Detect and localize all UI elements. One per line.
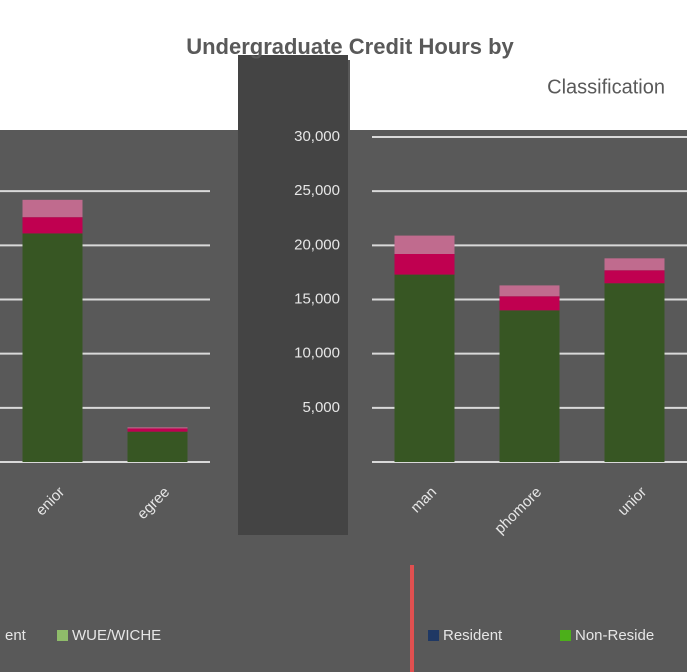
bar-segment bbox=[22, 199, 83, 218]
y-tick-label: 30,000 bbox=[294, 128, 340, 145]
glitch-band bbox=[238, 55, 348, 535]
y-tick-label: 20,000 bbox=[294, 236, 340, 253]
glitch-line bbox=[410, 565, 414, 672]
bar-segment bbox=[127, 431, 188, 462]
bar-segment bbox=[127, 428, 188, 432]
bar-segment bbox=[604, 283, 665, 462]
legend-label: ent bbox=[5, 627, 27, 644]
y-tick-label: 25,000 bbox=[294, 182, 340, 199]
chart-title: Classification bbox=[547, 76, 665, 98]
bar-segment bbox=[394, 235, 455, 254]
legend-label: Resident bbox=[443, 627, 503, 644]
y-tick-label: 10,000 bbox=[294, 345, 340, 362]
bar-segment bbox=[604, 258, 665, 271]
bar-segment bbox=[604, 270, 665, 284]
y-tick-label: 5,000 bbox=[302, 399, 340, 416]
bar-segment bbox=[499, 296, 560, 311]
bar-segment bbox=[499, 285, 560, 297]
title-box-left bbox=[0, 60, 240, 130]
legend-swatch bbox=[428, 630, 439, 641]
y-tick-label: 15,000 bbox=[294, 290, 340, 307]
bar-segment bbox=[22, 233, 83, 462]
subtitle-box bbox=[350, 60, 687, 130]
bar-segment bbox=[127, 427, 188, 429]
legend-label: Non-Reside bbox=[575, 627, 654, 644]
bar-segment bbox=[394, 254, 455, 275]
legend-swatch bbox=[57, 630, 68, 641]
bar-segment bbox=[499, 310, 560, 462]
bar-segment bbox=[394, 274, 455, 462]
title-box bbox=[0, 0, 687, 60]
bar-segment bbox=[22, 217, 83, 234]
legend-label: WUE/WICHE bbox=[72, 627, 161, 644]
legend-swatch bbox=[560, 630, 571, 641]
chart-title: Undergraduate Credit Hours by bbox=[186, 34, 514, 59]
